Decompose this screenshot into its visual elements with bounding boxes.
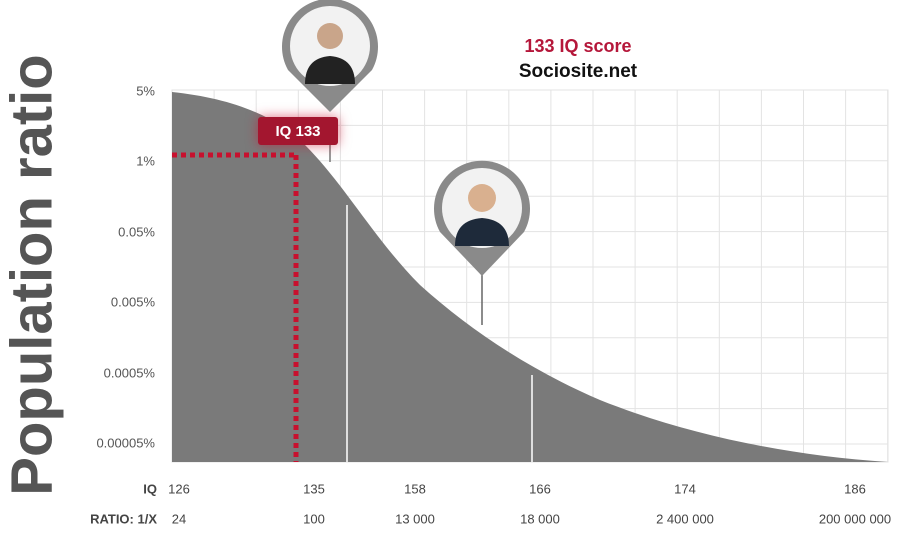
highlight-box (258, 117, 338, 145)
y-tick-label: 1% (136, 153, 155, 168)
iq-value: 166 (529, 481, 551, 496)
ratio-row-label: RATIO: 1/X (90, 511, 157, 526)
y-axis-label: Population ratio (0, 54, 64, 495)
pin (282, 0, 378, 112)
y-tick-label: 0.00005% (96, 435, 155, 450)
pin (434, 160, 530, 276)
ratio-value: 100 (303, 511, 325, 526)
ratio-value: 24 (172, 511, 186, 526)
iq-value: 174 (674, 481, 696, 496)
ratio-value: 200 000 000 (819, 511, 891, 526)
iq-value: 126 (168, 481, 190, 496)
ratio-value: 2 400 000 (656, 511, 714, 526)
ratio-value: 13 000 (395, 511, 435, 526)
iq-value: 158 (404, 481, 426, 496)
labels: 5% 1% 0.05% 0.005% 0.0005% 0.00005% 126 135 158 1… (96, 83, 891, 526)
title: 133 IQ score (524, 36, 631, 56)
ratio-value: 18 000 (520, 511, 560, 526)
y-tick-label: 5% (136, 83, 155, 98)
y-tick-label: 0.0005% (104, 365, 156, 380)
y-tick-label: 0.005% (111, 294, 156, 309)
iq-value: 186 (844, 481, 866, 496)
distribution-curve (172, 92, 888, 462)
iq-value: 135 (303, 481, 325, 496)
y-tick-label: 0.05% (118, 224, 155, 239)
subtitle: Sociosite.net (519, 61, 638, 82)
iq-row-label: IQ (143, 481, 157, 496)
highlight-label: IQ 133 (275, 123, 320, 140)
